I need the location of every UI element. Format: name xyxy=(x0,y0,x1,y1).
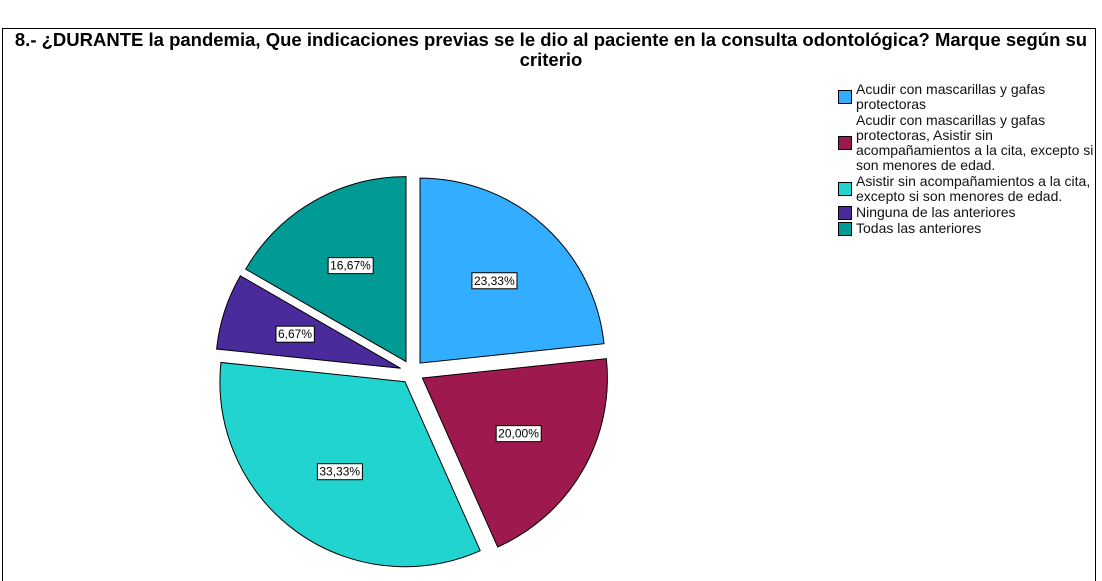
chart-title: 8.- ¿DURANTE la pandemia, Que indicacion… xyxy=(14,29,1088,70)
chart-frame xyxy=(2,28,1096,581)
legend-entry: Acudir con mascarillas y gafas protector… xyxy=(838,82,1100,112)
data-label: 23,33% xyxy=(474,274,515,288)
pie-slice xyxy=(216,275,401,369)
legend-swatch xyxy=(838,136,852,150)
pie-slice xyxy=(421,358,608,548)
legend-entry: Acudir con mascarillas y gafas protector… xyxy=(838,113,1100,173)
legend-label: Ninguna de las anteriores xyxy=(856,204,1016,220)
legend-entry: Asistir sin acompañamientos a la cita, e… xyxy=(838,174,1100,204)
legend-label: Asistir sin acompañamientos a la cita, e… xyxy=(856,173,1091,204)
legend: Acudir con mascarillas y gafas protector… xyxy=(838,82,1100,237)
legend-entry: Todas las anteriores xyxy=(838,221,1100,236)
data-label-box xyxy=(275,325,315,343)
legend-entry: Ninguna de las anteriores xyxy=(838,205,1100,220)
pie-slice xyxy=(245,176,407,363)
pie-slice xyxy=(419,177,605,364)
data-label: 20,00% xyxy=(498,427,539,441)
legend-label: Acudir con mascarillas y gafas protector… xyxy=(856,112,1094,173)
data-label: 33,33% xyxy=(319,465,360,479)
data-label: 6,67% xyxy=(278,327,312,341)
data-label-box xyxy=(316,463,363,481)
legend-label: Acudir con mascarillas y gafas protector… xyxy=(856,81,1046,112)
legend-swatch xyxy=(838,182,852,196)
legend-swatch xyxy=(838,221,852,236)
data-label-box xyxy=(471,272,518,290)
data-label: 16,67% xyxy=(330,259,371,273)
legend-swatch xyxy=(838,90,852,104)
data-label-box xyxy=(495,425,542,443)
data-label-box xyxy=(327,257,374,275)
legend-swatch xyxy=(838,205,852,220)
legend-label: Todas las anteriores xyxy=(856,220,982,236)
